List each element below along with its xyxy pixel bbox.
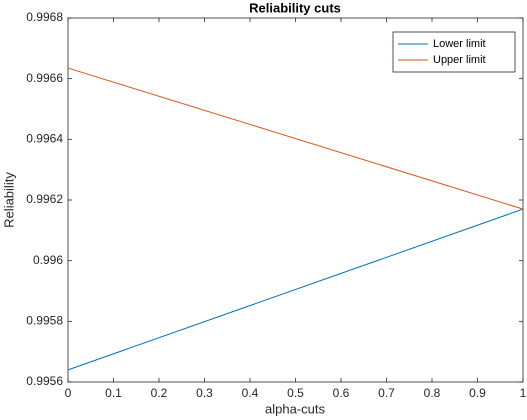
x-axis-label: alpha-cuts — [265, 401, 325, 416]
x-tick-label: 0.5 — [287, 386, 304, 400]
x-tick-label: 0.2 — [151, 386, 168, 400]
legend-box — [392, 31, 516, 73]
x-tick-label: 0.8 — [424, 386, 441, 400]
x-tick-label: 0 — [65, 386, 72, 400]
data-line — [67, 67, 524, 210]
plot-area — [67, 17, 524, 383]
x-tick-label: 0.7 — [378, 386, 395, 400]
chart-title: Reliability cuts — [249, 0, 341, 15]
x-tick-label: 0.1 — [105, 386, 122, 400]
x-tick-label: 0.4 — [242, 386, 259, 400]
data-line — [67, 208, 524, 371]
y-tick-label: 0.9968 — [26, 10, 63, 24]
x-tick-label: 0.9 — [469, 386, 486, 400]
y-tick-label: 0.996 — [33, 253, 63, 267]
y-tick-label: 0.9962 — [26, 192, 63, 206]
y-tick-label: 0.9966 — [26, 71, 63, 85]
y-axis-label: Reliability — [1, 172, 16, 228]
x-tick-label: 0.3 — [196, 386, 213, 400]
legend-label: Lower limit — [433, 38, 486, 50]
y-tick-label: 0.9958 — [26, 314, 63, 328]
x-tick-label: 1 — [520, 386, 527, 400]
y-tick-label: 0.9956 — [26, 374, 63, 388]
legend-label: Upper limit — [433, 54, 486, 66]
y-tick-label: 0.9964 — [26, 132, 63, 146]
x-tick-label: 0.6 — [333, 386, 350, 400]
